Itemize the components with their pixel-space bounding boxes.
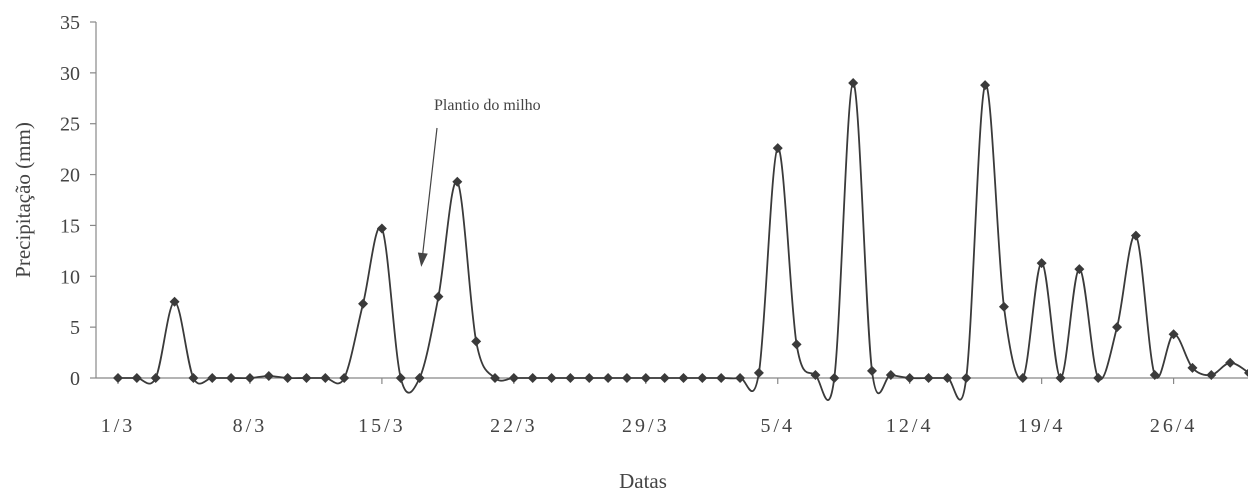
data-point	[320, 373, 331, 383]
data-point	[150, 373, 161, 383]
data-point	[490, 373, 500, 383]
data-point	[980, 80, 991, 91]
y-axis-title: Precipitação (mm)	[11, 122, 35, 278]
data-point	[527, 373, 538, 383]
data-point	[697, 373, 708, 383]
x-tick-label: 29/3	[622, 415, 670, 437]
data-point	[282, 373, 293, 383]
data-point	[471, 336, 482, 347]
data-point	[433, 291, 444, 302]
data-point	[169, 296, 180, 307]
data-point	[1225, 357, 1236, 368]
data-point	[1017, 373, 1028, 383]
data-point	[1187, 362, 1198, 373]
data-point	[1036, 258, 1047, 269]
annotation-arrow	[422, 127, 438, 256]
data-point	[678, 373, 689, 383]
data-point	[1244, 368, 1248, 377]
x-tick-label: 5/4	[760, 415, 795, 437]
data-point	[829, 373, 840, 383]
data-point	[1074, 264, 1085, 275]
data-point	[735, 373, 746, 383]
data-point	[1149, 369, 1160, 380]
data-point	[1093, 373, 1104, 383]
axes: 0 5 10 15 20 25 30 35 1/3 8/3 15/3 22/3 29/3 5/4 12/4…	[60, 12, 1248, 437]
data-point	[414, 373, 425, 383]
y-tick-label: 35	[60, 12, 80, 34]
data-point	[301, 373, 312, 383]
data-point	[207, 373, 218, 383]
data-point	[565, 373, 576, 383]
data-point	[263, 370, 274, 381]
data-point	[753, 367, 764, 378]
data-point	[584, 373, 595, 383]
data-point	[848, 78, 859, 89]
data-point	[376, 223, 387, 234]
y-tick-label: 0	[70, 368, 80, 390]
data-point	[188, 373, 199, 383]
y-ticks: 0 5 10 15 20 25 30 35	[60, 12, 96, 390]
data-point	[923, 373, 934, 383]
x-axis-title: Datas	[619, 469, 667, 493]
data-point	[867, 365, 877, 376]
data-point	[791, 339, 802, 350]
data-point	[358, 298, 369, 309]
y-tick-label: 30	[60, 63, 80, 85]
x-tick-label: 8/3	[233, 415, 268, 437]
data-point	[113, 373, 123, 383]
data-point	[998, 301, 1009, 312]
data-point	[810, 369, 821, 380]
data-point	[885, 369, 896, 380]
x-tick-label: 15/3	[358, 415, 406, 437]
data-point	[961, 373, 972, 383]
y-tick-label: 15	[60, 215, 80, 237]
data-point	[621, 373, 632, 383]
data-point	[1130, 230, 1141, 241]
data-point	[1112, 322, 1123, 333]
data-point	[904, 373, 915, 383]
data-markers	[113, 78, 1248, 383]
x-tick-label: 26/4	[1150, 415, 1198, 437]
data-point	[603, 373, 614, 383]
x-ticks: 1/3 8/3 15/3 22/3 29/3 5/4 12/4 19/4 26/4	[101, 378, 1198, 437]
y-tick-label: 10	[60, 266, 80, 288]
data-point	[772, 143, 783, 154]
data-point	[131, 373, 142, 383]
annotation-text: Plantio do milho	[434, 97, 541, 114]
x-tick-label: 19/4	[1018, 415, 1066, 437]
data-point	[640, 373, 651, 383]
annotation-arrowhead	[417, 252, 428, 267]
data-point	[546, 373, 557, 383]
data-point	[1206, 369, 1217, 380]
data-point	[942, 373, 953, 383]
data-point	[452, 176, 463, 187]
data-point	[395, 373, 406, 383]
data-point	[659, 373, 670, 383]
x-tick-label: 22/3	[490, 415, 538, 437]
y-tick-label: 20	[60, 165, 80, 187]
y-tick-label: 5	[70, 317, 80, 339]
data-point	[716, 373, 727, 383]
data-point	[508, 373, 519, 383]
data-point	[339, 373, 350, 383]
data-point	[1055, 373, 1066, 383]
x-tick-label: 12/4	[886, 415, 934, 437]
data-point	[1168, 329, 1179, 340]
series-line	[117, 82, 1248, 401]
data-point	[226, 373, 237, 383]
data-point	[244, 373, 255, 383]
y-tick-label: 25	[60, 114, 80, 136]
x-tick-label: 1/3	[101, 415, 136, 437]
annotation: Plantio do milho	[417, 97, 541, 267]
